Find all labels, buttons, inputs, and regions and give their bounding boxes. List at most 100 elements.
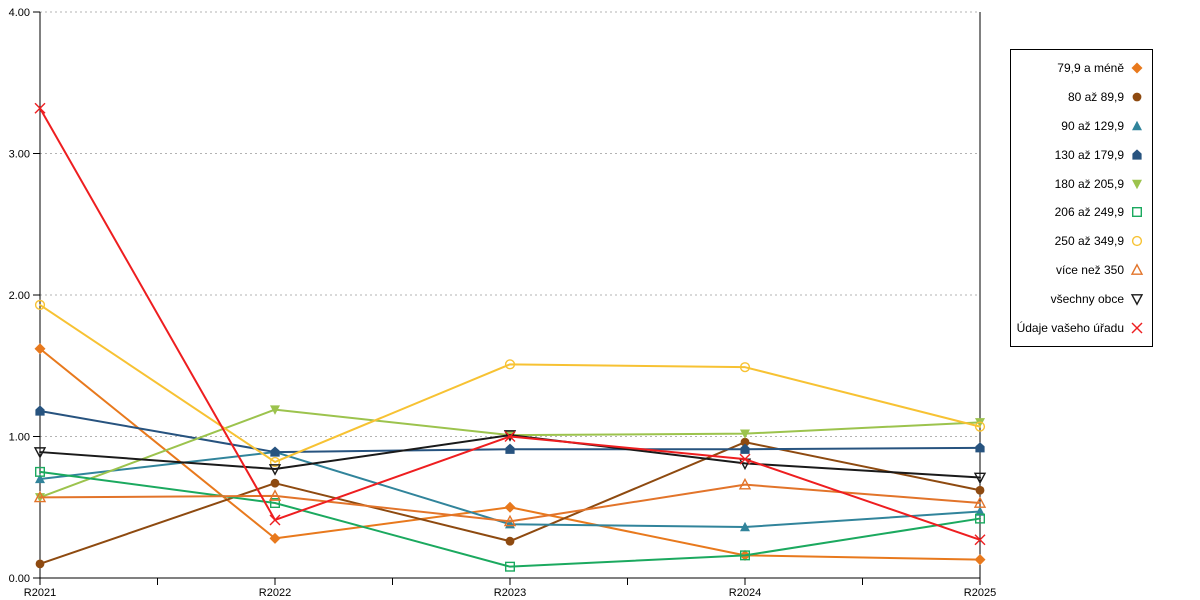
marker-diamond <box>504 501 516 513</box>
series-line <box>39 107 981 541</box>
legend-item-2: 80 až 89,9 <box>1015 83 1144 111</box>
marker-circle <box>34 299 46 311</box>
marker-circle <box>1132 92 1142 102</box>
legend-item-4: 130 až 179,9 <box>1015 141 1144 169</box>
marker-square <box>35 466 46 477</box>
series-line <box>39 303 981 463</box>
legend-label: 79,9 a méně <box>1057 61 1124 76</box>
marker-triangle-up <box>268 489 282 501</box>
marker-x <box>269 514 281 526</box>
x-tick-label: R2024 <box>729 587 761 599</box>
series-1 <box>34 343 986 566</box>
legend-label: všechny obce <box>1050 291 1124 306</box>
legend-marker-icon <box>1131 236 1143 247</box>
marker-circle <box>504 359 516 370</box>
legend-marker-icon <box>1131 322 1143 334</box>
marker-square <box>505 561 516 572</box>
legend-marker-icon <box>1130 293 1144 306</box>
marker-triangle-down <box>740 429 750 439</box>
marker-pentagon <box>740 443 750 454</box>
marker-circle <box>35 559 45 569</box>
marker-triangle-down <box>268 464 282 476</box>
marker-triangle-down <box>503 430 517 442</box>
x-tick-label: R2022 <box>259 587 291 599</box>
series-8 <box>33 477 987 527</box>
legend-label: 80 až 89,9 <box>1067 90 1124 105</box>
marker-diamond <box>34 343 46 355</box>
marker-triangle-up <box>33 490 47 503</box>
legend-label: Údaje vašeho úřadu <box>1016 320 1124 335</box>
chart-legend: 79,9 a méně 80 až 89,9 90 až 129,9 130 až 1… <box>1010 49 1153 347</box>
marker-triangle-down <box>1132 179 1142 189</box>
legend-item-6: 206 až 249,9 <box>1015 198 1144 226</box>
marker-triangle-down <box>270 405 280 415</box>
legend-item-7: 250 až 349,9 <box>1015 227 1144 255</box>
series-2 <box>35 437 985 569</box>
series-line <box>39 483 981 523</box>
legend-item-10: Údaje vašeho úřadu <box>1015 314 1144 342</box>
marker-pentagon <box>1132 149 1142 160</box>
marker-triangle-up <box>1130 263 1144 275</box>
x-tick-label: R2021 <box>24 587 56 599</box>
y-tick-label: 1.00 <box>9 432 30 444</box>
marker-diamond <box>1131 62 1143 74</box>
marker-circle <box>1131 236 1143 247</box>
series-5 <box>35 405 985 503</box>
legend-label: 250 až 349,9 <box>1054 234 1124 249</box>
series-10 <box>34 102 986 546</box>
x-tick-label: R2025 <box>964 587 996 599</box>
legend-marker-icon <box>1132 120 1142 131</box>
marker-triangle-down <box>1130 293 1144 306</box>
marker-x <box>34 102 46 114</box>
marker-pentagon <box>505 443 515 454</box>
marker-circle <box>974 421 986 432</box>
legend-marker-icon <box>1132 207 1143 218</box>
marker-diamond <box>269 532 281 544</box>
marker-triangle-up <box>738 477 752 490</box>
marker-square <box>740 550 751 561</box>
marker-triangle-up <box>503 514 517 527</box>
legend-item-8: více než 350 <box>1015 256 1144 284</box>
legend-label: 130 až 179,9 <box>1054 147 1124 162</box>
marker-triangle-up <box>35 473 45 484</box>
series-6 <box>35 466 986 572</box>
marker-x <box>1131 322 1143 334</box>
legend-marker-icon <box>1132 149 1142 160</box>
marker-circle <box>740 437 750 447</box>
marker-x <box>974 534 986 546</box>
series-line <box>39 470 981 568</box>
legend-marker-icon <box>1131 62 1143 74</box>
marker-diamond <box>974 554 986 566</box>
marker-circle <box>269 456 281 468</box>
legend-item-1: 79,9 a méně <box>1015 54 1144 82</box>
marker-triangle-up <box>973 496 987 508</box>
marker-triangle-up <box>975 506 985 516</box>
marker-circle <box>739 362 751 373</box>
marker-circle <box>975 485 985 495</box>
y-tick-label: 2.00 <box>9 290 30 302</box>
legend-marker-icon <box>1132 92 1142 102</box>
legend-marker-icon <box>1130 263 1144 275</box>
series-line <box>39 434 981 479</box>
marker-x <box>504 431 516 442</box>
series-7 <box>34 299 986 468</box>
legend-item-9: všechny obce <box>1015 285 1144 313</box>
marker-square <box>975 513 986 524</box>
marker-x <box>739 453 751 465</box>
legend-item-3: 90 až 129,9 <box>1015 112 1144 140</box>
y-tick-label: 3.00 <box>9 149 30 161</box>
marker-pentagon <box>35 405 45 416</box>
x-tick-label: R2023 <box>494 587 526 599</box>
legend-label: více než 350 <box>1055 262 1124 277</box>
marker-pentagon <box>270 446 280 457</box>
marker-square <box>1132 207 1143 218</box>
marker-triangle-up <box>740 521 750 532</box>
marker-triangle-up <box>1132 120 1142 131</box>
legend-label: 180 až 205,9 <box>1054 176 1124 191</box>
y-tick-label: 4.00 <box>9 7 30 19</box>
marker-square <box>270 498 281 509</box>
legend-item-5: 180 až 205,9 <box>1015 170 1144 198</box>
marker-circle <box>270 478 280 488</box>
